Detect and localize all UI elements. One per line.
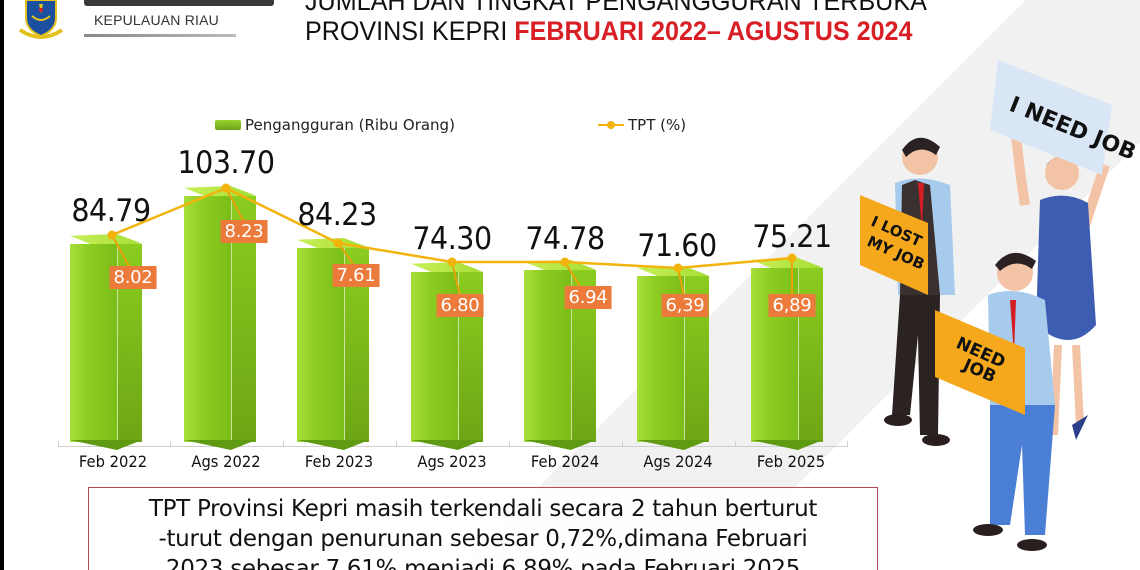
tpt-value-label: 7.61 [332, 264, 380, 287]
bar-value-label: 74.30 [412, 221, 492, 257]
title-period: FEBRUARI 2022– AGUSTUS 2024 [514, 16, 913, 46]
title-line-2: PROVINSI KEPRI FEBRUARI 2022– AGUSTUS 20… [305, 16, 956, 46]
bar-value-label: 84.23 [297, 197, 377, 233]
bar-value-label: 71.60 [637, 228, 717, 264]
title-line-1: JUMLAH DAN TINGKAT PENGANGGURAN TERBUKA [305, 0, 927, 16]
x-axis-tick [283, 441, 284, 447]
region-label: KEPULAUAN RIAU [94, 12, 219, 28]
bar-value-label: 84.79 [71, 193, 151, 229]
legend-label-unemployment: Pengangguran (Ribu Orang) [245, 116, 455, 134]
tpt-value-label: 6.80 [436, 294, 484, 317]
legend-bar-swatch-icon [215, 120, 241, 130]
region-underline [84, 34, 236, 37]
x-axis-tick [847, 441, 848, 447]
tpt-value-label: 8.23 [220, 220, 268, 243]
title-line-2-prefix: PROVINSI KEPRI [305, 16, 515, 46]
province-emblem-icon [18, 0, 64, 39]
region-tab: KEPULAUAN RIAU [84, 0, 274, 37]
bar-value-label: 75.21 [752, 219, 832, 255]
summary-note: TPT Provinsi Kepri masih terkendali seca… [88, 487, 878, 570]
x-axis-label: Feb 2024 [530, 452, 600, 471]
x-axis-label: Ags 2023 [417, 452, 487, 471]
bar-value-label: 103.70 [177, 145, 275, 181]
x-axis-label: Feb 2022 [78, 452, 148, 471]
x-axis-tick [58, 441, 59, 447]
legend-item-unemployment: Pengangguran (Ribu Orang) [215, 116, 455, 134]
x-axis-label: Ags 2024 [643, 452, 713, 471]
sign-need-job: NEED JOB [935, 310, 1025, 415]
region-tab-bar [84, 0, 274, 6]
left-border [0, 0, 4, 570]
x-axis-label: Feb 2023 [304, 452, 374, 471]
x-axis-tick [735, 441, 736, 447]
unemployed-people-illustration: I NEED JOB I LOST MY JOB NEED JOB [860, 60, 1139, 551]
chart-legend: Pengangguran (Ribu Orang) TPT (%) [215, 116, 715, 136]
sign-i-lost-my-job: I LOST MY JOB [860, 195, 928, 295]
page-title: JUMLAH DAN TINGKAT PENGANGGURAN TERBUKA … [305, 0, 956, 46]
x-axis-tick [509, 441, 510, 447]
combo-chart: 84.79 103.70 84.23 74.30 74.78 71.60 75.… [58, 145, 848, 471]
tpt-value-label: 6.94 [564, 286, 612, 309]
x-axis-tick [622, 441, 623, 447]
tpt-value-label: 6,39 [661, 294, 709, 317]
man-in-vest-figure [884, 137, 955, 446]
x-axis-label: Ags 2022 [191, 452, 261, 471]
x-axis-tick [396, 441, 397, 447]
summary-line-3: 2023 sebesar 7,61% menjadi 6,89% pada Fe… [165, 556, 801, 570]
sign-i-need-job: I NEED JOB [990, 60, 1139, 175]
tpt-value-label: 8.02 [109, 266, 157, 289]
summary-line-2: -turut dengan penurunan sebesar 0,72%,di… [158, 526, 808, 552]
legend-item-tpt: TPT (%) [598, 116, 686, 134]
legend-label-tpt: TPT (%) [628, 116, 687, 134]
legend-line-marker-icon [598, 120, 624, 130]
x-axis-label: Feb 2025 [756, 452, 826, 471]
summary-line-1: TPT Provinsi Kepri masih terkendali seca… [148, 496, 818, 522]
tpt-value-label: 6,89 [768, 294, 816, 317]
x-axis-tick [170, 441, 171, 447]
bar-value-label: 74.78 [525, 221, 605, 257]
